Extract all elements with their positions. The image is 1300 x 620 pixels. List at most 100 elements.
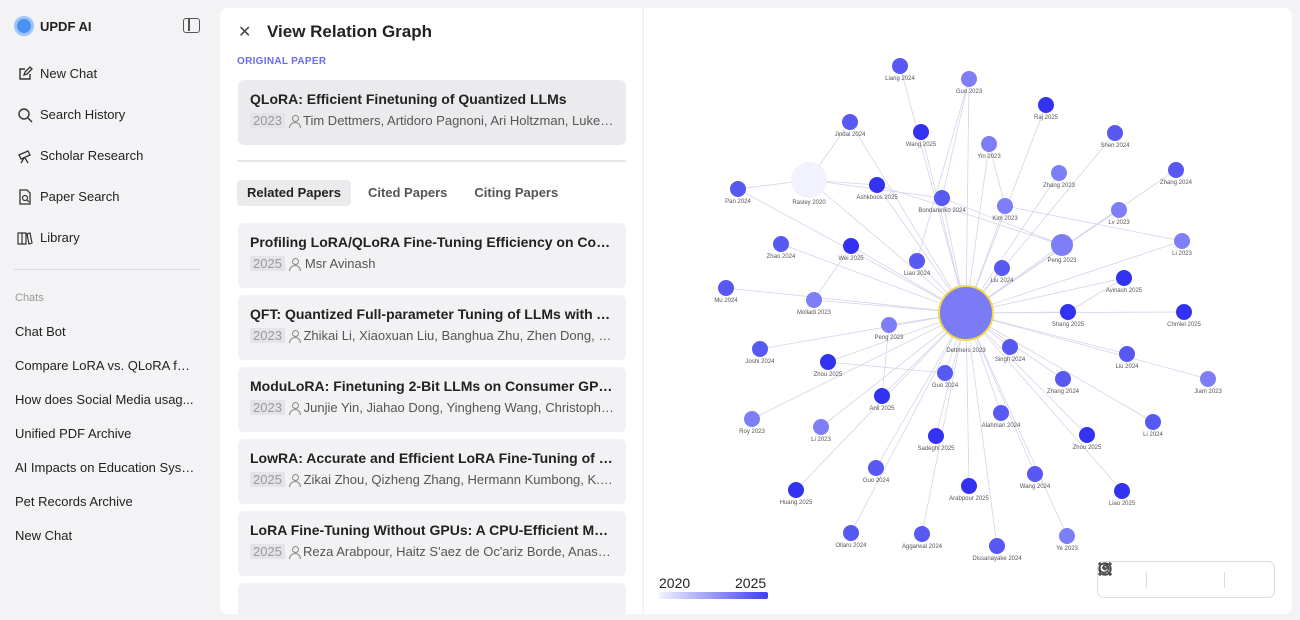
legend-start-year: 2020 (659, 575, 691, 591)
relation-graph[interactable]: Liang 2024 Guo 2023 Raj 2025 Jindal 2024 Wan… (644, 8, 1292, 614)
graph-node[interactable] (892, 58, 908, 74)
chat-item[interactable]: Chat Bot (15, 324, 66, 339)
graph-node-label: Wang 2025 (906, 142, 937, 148)
paper-card[interactable]: ModuLoRA: Finetuning 2-Bit LLMs on Consu… (238, 367, 626, 432)
graph-node-label: Wang 2024 (1020, 484, 1051, 490)
graph-node[interactable] (813, 419, 829, 435)
graph-node-label: Joshi 2024 (745, 359, 775, 365)
graph-node[interactable] (1174, 233, 1190, 249)
graph-node[interactable] (961, 71, 977, 87)
paper-year: 2023 (250, 113, 285, 128)
graph-edge (875, 312, 967, 469)
graph-node[interactable] (843, 238, 859, 254)
close-icon[interactable]: ✕ (238, 24, 252, 41)
graph-node[interactable] (806, 292, 822, 308)
nav-item-scholar-research[interactable]: Scholar Research (0, 135, 220, 176)
graph-edge (965, 143, 990, 314)
graph-node[interactable] (820, 354, 836, 370)
graph-node[interactable] (997, 198, 1013, 214)
graph-node[interactable] (1200, 371, 1216, 387)
graph-node-label: Zhou 2025 (814, 372, 843, 378)
graph-node-label: Liao 2024 (904, 271, 931, 277)
graph-node[interactable] (868, 460, 884, 476)
tab-related-papers[interactable]: Related Papers (237, 180, 351, 206)
paper-search-icon (17, 188, 33, 205)
graph-node[interactable] (1116, 270, 1132, 286)
help-icon[interactable] (1098, 562, 1257, 589)
graph-node[interactable] (1107, 125, 1123, 141)
nav-item-library[interactable]: Library (0, 217, 220, 258)
graph-node[interactable] (791, 162, 827, 198)
graph-node[interactable] (1051, 165, 1067, 181)
chat-item[interactable]: Unified PDF Archive (15, 426, 132, 441)
graph-edge (759, 312, 967, 350)
graph-node[interactable] (874, 388, 890, 404)
graph-node[interactable] (961, 478, 977, 494)
zoom-in-icon[interactable] (1098, 562, 1179, 589)
graph-node[interactable] (1002, 339, 1018, 355)
graph-node-label: Shen 2024 (1100, 143, 1130, 149)
original-paper-card[interactable]: QLoRA: Efficient Finetuning of Quantized… (238, 80, 626, 145)
graph-node[interactable] (1114, 483, 1130, 499)
graph-node[interactable] (1027, 466, 1043, 482)
graph-node[interactable] (914, 526, 930, 542)
graph-node[interactable] (773, 236, 789, 252)
graph-node[interactable] (1060, 304, 1076, 320)
graph-node[interactable] (937, 365, 953, 381)
graph-node[interactable] (1145, 414, 1161, 430)
graph-node[interactable] (730, 181, 746, 197)
nav-item-new-chat[interactable]: New Chat (0, 53, 220, 94)
graph-node[interactable] (981, 136, 997, 152)
graph-edge (820, 312, 967, 428)
paper-card[interactable] (238, 583, 626, 614)
graph-node[interactable] (928, 428, 944, 444)
graph-node-label: Chmiel 2025 (1167, 322, 1201, 328)
nav-label: New Chat (40, 66, 98, 81)
graph-node[interactable] (1055, 371, 1071, 387)
paper-card[interactable]: QFT: Quantized Full-parameter Tuning of … (238, 295, 626, 360)
graph-center-node[interactable] (938, 285, 994, 341)
graph-node[interactable] (869, 177, 885, 193)
chat-item[interactable]: How does Social Media usag... (15, 392, 194, 407)
graph-node-label: Zhang 2024 (1160, 180, 1193, 186)
graph-node-label: Avinash 2025 (1106, 288, 1143, 294)
graph-node[interactable] (1176, 304, 1192, 320)
graph-node[interactable] (842, 114, 858, 130)
chat-item[interactable]: AI Impacts on Education Syst... (15, 460, 195, 475)
graph-node[interactable] (1111, 202, 1127, 218)
chat-item[interactable]: New Chat (15, 528, 73, 543)
chat-item[interactable]: Compare LoRA vs. QLoRA for... (15, 358, 195, 373)
graph-node[interactable] (994, 260, 1010, 276)
graph-node[interactable] (1059, 528, 1075, 544)
paper-card[interactable]: LowRA: Accurate and Efficient LoRA Fine-… (238, 439, 626, 504)
graph-node[interactable] (934, 190, 950, 206)
tab-citing-papers[interactable]: Citing Papers (474, 185, 559, 200)
graph-node[interactable] (1079, 427, 1095, 443)
graph-node[interactable] (1119, 346, 1135, 362)
tab-cited-papers[interactable]: Cited Papers (367, 185, 448, 200)
graph-node[interactable] (744, 411, 760, 427)
graph-node[interactable] (913, 124, 929, 140)
graph-node[interactable] (718, 280, 734, 296)
nav-item-search-history[interactable]: Search History (0, 94, 220, 135)
graph-node[interactable] (752, 341, 768, 357)
paper-card[interactable]: Profiling LoRA/QLoRA Fine-Tuning Efficie… (238, 223, 626, 288)
sidebar-collapse-icon[interactable] (183, 18, 200, 33)
graph-node[interactable] (843, 525, 859, 541)
graph-node[interactable] (788, 482, 804, 498)
paper-card[interactable]: LoRA Fine-Tuning Without GPUs: A CPU-Eff… (238, 511, 626, 576)
graph-node[interactable] (881, 317, 897, 333)
graph-node[interactable] (989, 538, 1005, 554)
graph-node[interactable] (1051, 234, 1073, 256)
graph-node[interactable] (909, 253, 925, 269)
graph-node[interactable] (993, 405, 1009, 421)
zoom-out-icon[interactable] (1098, 562, 1211, 589)
graph-edge (965, 312, 998, 547)
fit-view-icon[interactable] (1098, 562, 1133, 589)
graph-canvas[interactable]: Liang 2024 Guo 2023 Raj 2025 Jindal 2024 Wan… (644, 8, 1292, 614)
graph-node[interactable] (1168, 162, 1184, 178)
chat-item[interactable]: Pet Records Archive (15, 494, 133, 509)
graph-node[interactable] (1038, 97, 1054, 113)
brand[interactable]: UPDF AI (14, 16, 92, 36)
nav-item-paper-search[interactable]: Paper Search (0, 176, 220, 217)
